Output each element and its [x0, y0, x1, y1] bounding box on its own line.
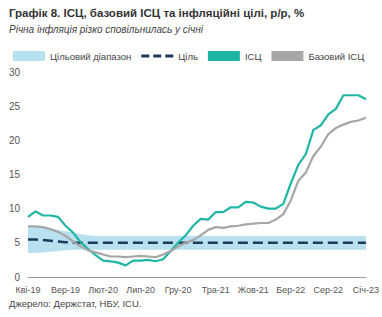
svg-text:Цільовий діапазон: Цільовий діапазон	[50, 51, 131, 62]
svg-text:Джерело: Держстат, НБУ, ICU.: Джерело: Держстат, НБУ, ICU.	[9, 298, 141, 309]
svg-text:Січ-23: Січ-23	[353, 285, 379, 295]
svg-text:10: 10	[9, 203, 21, 214]
svg-text:Жов-21: Жов-21	[238, 285, 269, 295]
svg-text:Лип-20: Лип-20	[126, 285, 155, 295]
svg-text:Базовий ІСЦ: Базовий ІСЦ	[308, 51, 364, 62]
svg-text:5: 5	[14, 237, 20, 248]
svg-text:Лют-20: Лют-20	[88, 285, 118, 295]
svg-text:Річна інфляція різко сповільни: Річна інфляція різко сповільнилась у січ…	[9, 24, 204, 35]
svg-text:30: 30	[9, 67, 21, 78]
svg-text:25: 25	[9, 101, 21, 112]
svg-text:Сер-22: Сер-22	[314, 285, 344, 295]
svg-text:15: 15	[9, 169, 21, 180]
svg-text:20: 20	[9, 135, 21, 146]
svg-text:Ціль: Ціль	[178, 51, 198, 62]
svg-text:0: 0	[14, 272, 20, 283]
svg-text:ІСЦ: ІСЦ	[245, 51, 262, 62]
svg-text:Бер-22: Бер-22	[276, 285, 305, 295]
svg-text:Кві-19: Кві-19	[15, 285, 40, 295]
svg-text:Тра-21: Тра-21	[202, 285, 230, 295]
svg-text:Графік 8. ІСЦ, базовий ІСЦ та: Графік 8. ІСЦ, базовий ІСЦ та інфляційні…	[9, 7, 304, 19]
svg-text:Вер-19: Вер-19	[51, 285, 80, 295]
svg-text:Гру-20: Гру-20	[165, 285, 192, 295]
